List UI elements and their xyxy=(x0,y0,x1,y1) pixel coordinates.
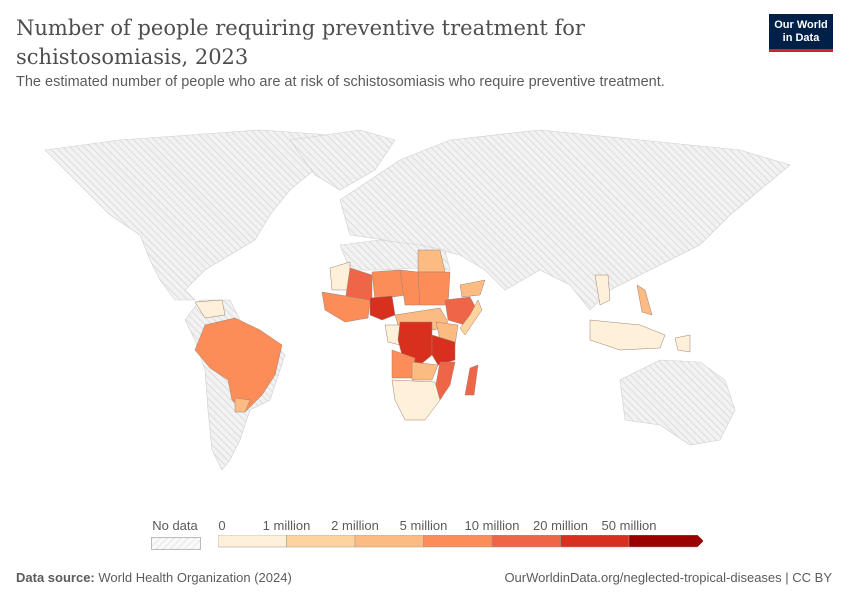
region-zambia[interactable] xyxy=(411,361,439,381)
legend-tick-4: 10 million xyxy=(464,518,520,533)
legend-color-bar xyxy=(218,535,703,548)
region-south-brazil[interactable] xyxy=(234,397,251,413)
legend-bin-5 xyxy=(560,535,630,548)
footer-link[interactable]: OurWorldinData.org/neglected-tropical-di… xyxy=(504,570,832,585)
chart-subtitle: The estimated number of people who are a… xyxy=(16,74,665,90)
region-niger[interactable] xyxy=(371,269,406,301)
region-yemen[interactable] xyxy=(459,279,486,298)
legend-tick-2: 2 million xyxy=(331,518,379,533)
region-somalia[interactable] xyxy=(459,299,483,336)
region-west-africa[interactable] xyxy=(321,291,371,323)
legend-tick-6: 50 million xyxy=(601,518,657,533)
region-venezuela[interactable] xyxy=(194,299,226,319)
legend-tick-5: 20 million xyxy=(533,518,588,533)
legend-no-data-label: No data xyxy=(152,518,198,533)
world-map[interactable] xyxy=(0,110,850,510)
greenland[interactable] xyxy=(289,129,396,191)
legend-tick-1: 1 million xyxy=(262,518,311,533)
legend-bin-6 xyxy=(628,535,703,548)
legend-no-data-swatch xyxy=(151,537,201,550)
north-america[interactable] xyxy=(44,129,331,301)
region-gabon[interactable] xyxy=(384,324,401,346)
owid-logo[interactable]: Our World in Data xyxy=(769,14,833,52)
region-egypt[interactable] xyxy=(417,249,446,273)
region-chad[interactable] xyxy=(399,269,421,306)
legend-tick-3: 5 million xyxy=(399,518,448,533)
legend-bin-4 xyxy=(491,535,561,548)
legend-tick-0: 0 xyxy=(218,518,226,533)
legend-bin-1 xyxy=(286,535,356,548)
region-png[interactable] xyxy=(674,334,691,353)
legend-bin-0 xyxy=(218,535,287,548)
legend-bin-3 xyxy=(423,535,493,548)
region-thailand[interactable] xyxy=(594,274,611,306)
region-nigeria[interactable] xyxy=(369,295,396,321)
region-southern-africa[interactable] xyxy=(391,379,441,421)
chart-title: Number of people requiring preventive tr… xyxy=(16,16,585,69)
region-west-sahara[interactable] xyxy=(329,261,351,291)
australia[interactable] xyxy=(619,359,736,446)
region-indonesia[interactable] xyxy=(589,319,666,351)
region-madagascar[interactable] xyxy=(464,364,479,396)
data-source: Data source: World Health Organization (… xyxy=(16,570,292,585)
region-brazil[interactable] xyxy=(194,317,283,413)
region-philippines[interactable] xyxy=(636,284,653,316)
legend-bin-2 xyxy=(354,535,424,548)
